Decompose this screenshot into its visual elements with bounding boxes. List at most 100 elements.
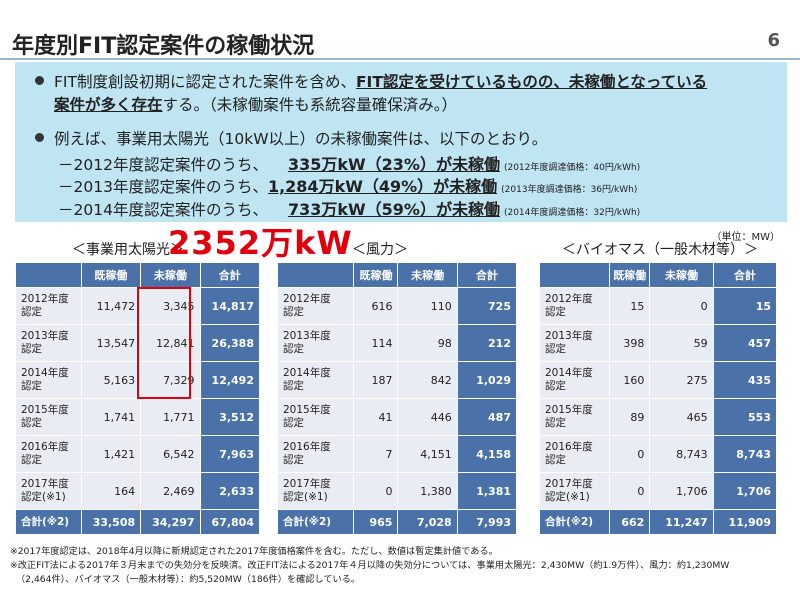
row-label-year: 2012年度: [283, 293, 331, 305]
row-label-type: 認定: [283, 417, 304, 429]
cell-total: 1,029: [456, 361, 518, 399]
cell-total: 487: [456, 398, 518, 436]
row-label-type: 認定: [545, 343, 566, 355]
table-row: 2014年度 認定 187 842 1,029: [276, 361, 518, 399]
cell-idle: 110: [397, 287, 458, 325]
sum-idle: 7,028: [397, 509, 458, 535]
header-operating: 既稼働: [80, 262, 142, 288]
row-label: 2013年度 認定: [538, 324, 611, 362]
cell-total: 26,388: [199, 324, 261, 362]
cell-operating: 160: [609, 361, 651, 399]
row-label-year: 2015年度: [21, 404, 69, 416]
header-corner: [538, 262, 611, 288]
cell-operating: 11,472: [80, 287, 142, 325]
row-label-type: 認定: [21, 417, 42, 429]
caption-solar: ＜事業用太陽光＞: [72, 242, 184, 258]
table-header-row: 既稼働 未稼働 合計: [276, 262, 518, 288]
cell-total: 12,492: [199, 361, 261, 399]
header-operating: 既稼働: [353, 262, 399, 288]
cell-total: 725: [456, 287, 518, 325]
table-row: 2015年度 認定 1,741 1,771 3,512: [15, 398, 261, 436]
sum-operating: 662: [609, 509, 651, 535]
cell-idle: 1,380: [397, 472, 458, 510]
cell-operating: 187: [353, 361, 399, 399]
idle-total-callout: 2352万kW: [168, 224, 353, 262]
row-label: 2014年度 認定: [538, 361, 611, 399]
row-label-type: 認定(※1): [21, 491, 66, 503]
cell-operating: 1,421: [80, 435, 142, 473]
row-label: 2017年度 認定(※1): [538, 472, 611, 510]
row-label-type: 認定: [21, 380, 42, 392]
cell-idle: 6,542: [140, 435, 201, 473]
cell-total: 7,963: [199, 435, 261, 473]
cell-operating: 0: [609, 435, 651, 473]
sum-label: 合計(※2): [276, 509, 355, 535]
cell-total: 8,743: [712, 435, 778, 473]
table-row: 2012年度 認定 616 110 725: [276, 287, 518, 325]
row-label-type: 認定(※1): [545, 491, 590, 503]
title-divider: [0, 58, 800, 60]
cell-operating: 616: [353, 287, 399, 325]
sub-price: (2013年度調達価格：36円/kWh): [501, 185, 638, 195]
table-row: 2016年度 認定 7 4,151 4,158: [276, 435, 518, 473]
table-row: 2012年度 認定 15 0 15: [538, 287, 778, 325]
row-label-year: 2014年度: [21, 367, 69, 379]
note-3: （2,464件）、バイオマス（一般木材等）：約5,520MW（186件）を確認し…: [16, 574, 361, 585]
table-row: 2017年度 認定(※1) 164 2,469 2,633: [15, 472, 261, 510]
sub-item-2014: －2014年度認定案件のうち、 733万kW（59%）が未稼働 (2014年度調達価…: [58, 196, 640, 220]
row-label-year: 2017年度: [545, 478, 593, 490]
cell-idle: 0: [649, 287, 714, 325]
header-operating: 既稼働: [609, 262, 651, 288]
header-corner: [15, 262, 82, 288]
row-label-type: 認定: [545, 454, 566, 466]
row-label: 2015年度 認定: [15, 398, 82, 436]
bullet-1: FIT制度創設初期に認定された案件を含め、FIT認定を受けているものの、未稼働と…: [35, 71, 707, 93]
table-header-row: 既稼働 未稼働 合計: [538, 262, 778, 288]
table-sum-row: 合計(※2) 965 7,028 7,993: [276, 509, 518, 535]
row-label-type: 認定: [283, 380, 304, 392]
cell-total: 2,633: [199, 472, 261, 510]
sub-price: (2012年度調達価格：40円/kWh): [503, 163, 641, 173]
cell-idle: 275: [649, 361, 714, 399]
table-wind: 既稼働 未稼働 合計 2012年度 認定 616 110 725 2013年度 認定 114 98 21…: [276, 262, 518, 535]
row-label-type: 認定: [283, 454, 304, 466]
row-label: 2012年度 認定: [276, 287, 355, 325]
cell-idle: 465: [649, 398, 714, 436]
table-row: 2015年度 認定 89 465 553: [538, 398, 778, 436]
sum-label: 合計(※2): [15, 509, 82, 535]
cell-operating: 15: [609, 287, 651, 325]
cell-idle: 59: [649, 324, 714, 362]
cell-operating: 13,547: [80, 324, 142, 362]
sum-operating: 33,508: [80, 509, 142, 535]
sub-prefix: －2012年度認定案件のうち、: [58, 156, 268, 174]
cell-total: 457: [712, 324, 778, 362]
row-label: 2014年度 認定: [276, 361, 355, 399]
header-total: 合計: [199, 262, 261, 288]
bullet-1-emphasis-2: 案件が多く存在: [54, 96, 163, 114]
highlight-idle-box: [137, 287, 191, 399]
cell-idle: 2,469: [140, 472, 201, 510]
bullet-1-cont: 案件が多く存在する。（未稼働案件も系統容量確保済み。）: [54, 94, 457, 116]
table-biomass: 既稼働 未稼働 合計 2012年度 認定 15 0 15 2013年度 認定 398 59 457 201…: [538, 262, 778, 535]
table-sum-row: 合計(※2) 33,508 34,297 67,804: [15, 509, 261, 535]
table-sum-row: 合計(※2) 662 11,247 11,909: [538, 509, 778, 535]
row-label-year: 2014年度: [283, 367, 331, 379]
cell-idle: 1,706: [649, 472, 714, 510]
row-label-year: 2015年度: [545, 404, 593, 416]
cell-idle: 842: [397, 361, 458, 399]
table-row: 2013年度 認定 398 59 457: [538, 324, 778, 362]
row-label-type: 認定(※1): [283, 491, 328, 503]
table-solar: 既稼働 未稼働 合計 2012年度 認定 11,472 3,345 14,817 2013年度認…: [15, 262, 261, 535]
sum-idle: 11,247: [649, 509, 714, 535]
row-label-year: 2013年度: [21, 330, 69, 342]
row-label-type: 認定: [283, 343, 304, 355]
sub-item-2012: －2012年度認定案件のうち、 335万kW（23%）が未稼働 (2012年度調達価…: [58, 151, 640, 175]
row-label-year: 2016年度: [21, 441, 69, 453]
table-row: 2015年度 認定 41 446 487: [276, 398, 518, 436]
row-label: 2017年度 認定(※1): [15, 472, 82, 510]
header-total: 合計: [712, 262, 778, 288]
row-label-type: 認定: [545, 417, 566, 429]
header-idle: 未稼働: [140, 262, 201, 288]
row-label-type: 認定: [545, 306, 566, 318]
cell-operating: 89: [609, 398, 651, 436]
